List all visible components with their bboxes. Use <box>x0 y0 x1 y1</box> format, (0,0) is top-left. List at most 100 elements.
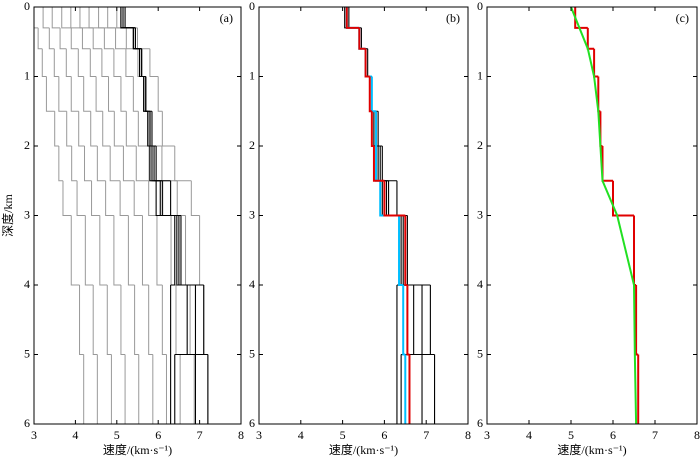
velocity-step <box>174 285 205 356</box>
velocity-step <box>33 7 39 29</box>
x-tick-label: 7 <box>423 428 429 442</box>
x-tick-label: 3 <box>484 428 490 442</box>
velocity-step <box>83 76 91 112</box>
velocity-step <box>125 48 134 77</box>
velocity-step <box>84 215 94 286</box>
x-tick-label: 6 <box>610 428 616 442</box>
velocity-step <box>105 180 114 216</box>
velocity-step <box>145 76 151 112</box>
velocity-step <box>633 215 637 286</box>
velocity-step <box>99 215 108 286</box>
velocity-step <box>377 111 381 147</box>
velocity-step <box>119 180 129 216</box>
velocity-step <box>89 48 97 77</box>
velocity-step <box>137 27 150 50</box>
velocity-step <box>88 7 105 29</box>
velocity-step <box>125 111 137 147</box>
x-tick-label: 7 <box>197 428 203 442</box>
x-tick-label: 8 <box>465 428 471 442</box>
velocity-step <box>134 27 142 50</box>
velocity-step <box>51 7 61 29</box>
velocity-step <box>143 76 150 112</box>
velocity-step <box>78 111 85 147</box>
velocity-step <box>79 7 94 29</box>
x-tick-label: 4 <box>298 428 304 442</box>
y-tick-label: 1 <box>24 68 30 82</box>
velocity-step <box>109 146 121 182</box>
velocity-step <box>406 285 410 356</box>
velocity-step <box>108 76 115 112</box>
velocity-step <box>383 180 406 217</box>
velocity-step <box>77 48 84 77</box>
velocity-step <box>70 76 79 112</box>
y-tick-label: 1 <box>477 68 483 82</box>
y-tick-label: 2 <box>249 138 255 152</box>
velocity-step <box>116 7 138 29</box>
velocity-step <box>149 48 159 77</box>
velocity-step <box>122 146 135 182</box>
velocity-step <box>58 76 67 112</box>
velocity-step <box>70 215 80 286</box>
velocity-step <box>401 285 431 356</box>
velocity-step <box>92 27 102 50</box>
velocity-step <box>379 180 400 217</box>
velocity-step <box>370 76 377 113</box>
velocity-step <box>91 180 100 216</box>
velocity-step <box>124 7 136 29</box>
velocity-step <box>402 285 406 356</box>
velocity-step <box>161 285 167 355</box>
velocity-step <box>84 146 92 182</box>
velocity-step <box>61 7 72 29</box>
y-tick-label: 6 <box>24 416 30 430</box>
velocity-step <box>103 27 114 50</box>
velocity-step <box>180 215 188 286</box>
velocity-step <box>186 285 196 356</box>
velocity-step <box>101 48 109 77</box>
panel-label: (c) <box>676 11 689 25</box>
velocity-step <box>70 7 83 29</box>
velocity-step <box>148 285 153 355</box>
y-tick-label: 6 <box>477 416 483 430</box>
panel-label: (b) <box>446 11 460 25</box>
velocity-step <box>92 285 98 355</box>
x-tick-label: 4 <box>526 428 532 442</box>
velocity-step <box>137 111 150 147</box>
y-tick-label: 3 <box>249 207 255 221</box>
y-tick-label: 3 <box>24 207 30 221</box>
velocity-step <box>174 146 192 182</box>
velocity-step <box>132 27 140 50</box>
x-tick-label: 3 <box>31 428 37 442</box>
velocity-step <box>421 285 435 356</box>
velocity-step <box>45 76 55 112</box>
velocity-step <box>635 285 639 356</box>
velocity-step <box>398 215 404 286</box>
velocity-step <box>345 7 360 29</box>
y-axis-label: 深度/km <box>0 194 15 237</box>
x-tick-label: 3 <box>256 428 262 442</box>
velocity-step <box>125 27 138 50</box>
velocity-step <box>413 285 423 356</box>
velocity-step <box>612 180 634 217</box>
velocity-step <box>358 27 366 50</box>
velocity-step <box>348 7 362 29</box>
velocity-step <box>76 180 86 216</box>
velocity-step <box>574 7 588 29</box>
velocity-step <box>155 180 175 217</box>
velocity-step <box>141 48 146 78</box>
x-axis-label: 速度/(km·s⁻¹) <box>557 442 626 457</box>
velocity-step <box>90 111 98 147</box>
velocity-step <box>127 215 135 286</box>
velocity-step <box>135 146 149 182</box>
velocity-step <box>586 27 595 50</box>
velocity-step <box>189 285 195 355</box>
velocity-step <box>113 48 121 77</box>
velocity-step <box>157 76 163 112</box>
velocity-step <box>96 146 106 182</box>
velocity-step <box>153 146 163 182</box>
velocity-step <box>81 27 91 50</box>
velocity-step <box>59 27 67 50</box>
velocity-step <box>98 7 116 29</box>
y-tick-label: 5 <box>24 346 30 360</box>
velocity-step <box>148 180 157 216</box>
velocity-step <box>185 215 191 286</box>
